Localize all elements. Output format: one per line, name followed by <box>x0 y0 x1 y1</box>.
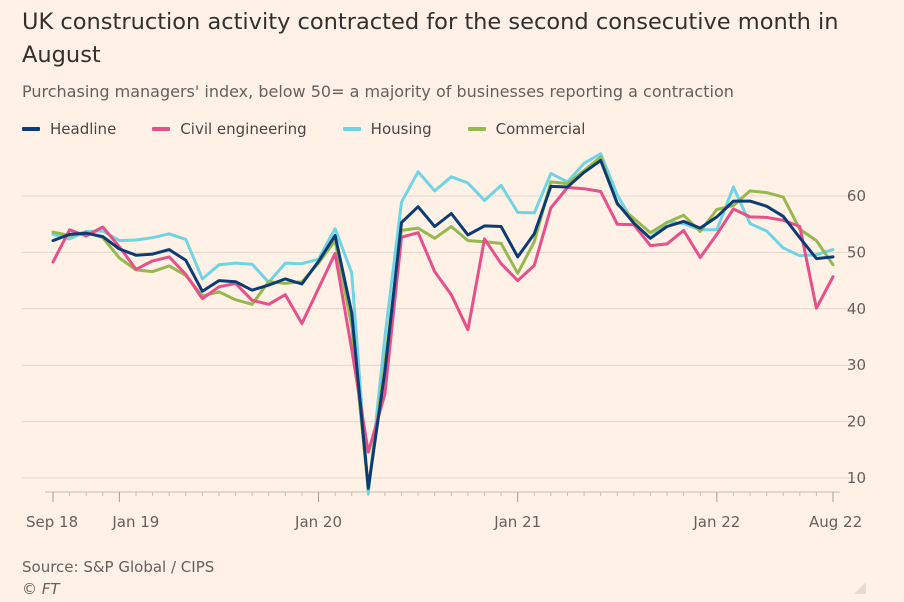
source-note: Source: S&P Global / CIPS <box>22 558 215 576</box>
legend-item-housing: Housing <box>342 120 432 138</box>
chart-legend: Headline Civil engineering Housing Comme… <box>22 120 621 138</box>
x-tick-label: Aug 22 <box>809 513 862 531</box>
resize-corner-icon <box>854 582 866 594</box>
chart-subtitle: Purchasing managers' index, below 50= a … <box>22 82 734 101</box>
series-line-headline <box>51 159 835 490</box>
series-lines <box>51 152 835 496</box>
legend-swatch-housing <box>342 127 361 131</box>
x-tick-label: Jan 22 <box>692 513 740 531</box>
chart-title: UK construction activity contracted for … <box>22 9 839 68</box>
y-tick-label: 10 <box>847 469 866 487</box>
y-tick-label: 30 <box>847 356 866 374</box>
legend-label-housing: Housing <box>370 120 432 138</box>
y-tick-label: 20 <box>847 413 866 431</box>
legend-item-civil-engineering: Civil engineering <box>152 120 307 138</box>
x-tick-label: Jan 21 <box>493 513 541 531</box>
x-axis: Sep 18 Jan 19 Jan 20 Jan 21 Jan 22 Aug 22 <box>26 491 862 531</box>
legend-swatch-headline <box>22 127 40 131</box>
legend-label-civil-engineering: Civil engineering <box>180 120 307 138</box>
y-tick-label: 60 <box>847 187 866 205</box>
y-tick-label: 40 <box>847 300 866 318</box>
x-tick-label: Sep 18 <box>26 513 78 531</box>
series-line-housing <box>51 152 835 496</box>
legend-swatch-civil-engineering <box>152 127 171 131</box>
legend-item-commercial: Commercial <box>467 120 586 138</box>
y-tick-label: 50 <box>847 243 866 261</box>
x-tick-label: Jan 20 <box>294 513 342 531</box>
copyright: © FT <box>22 580 60 598</box>
legend-label-commercial: Commercial <box>495 120 586 138</box>
legend-label-headline: Headline <box>50 120 117 138</box>
series-line-commercial <box>51 155 835 491</box>
y-axis: 10 20 30 40 50 60 <box>847 187 866 487</box>
x-tick-label: Jan 19 <box>111 513 159 531</box>
series-line-civil-engineering <box>51 186 835 454</box>
gridlines <box>22 195 866 479</box>
legend-swatch-commercial <box>467 127 486 131</box>
legend-item-headline: Headline <box>22 120 116 138</box>
